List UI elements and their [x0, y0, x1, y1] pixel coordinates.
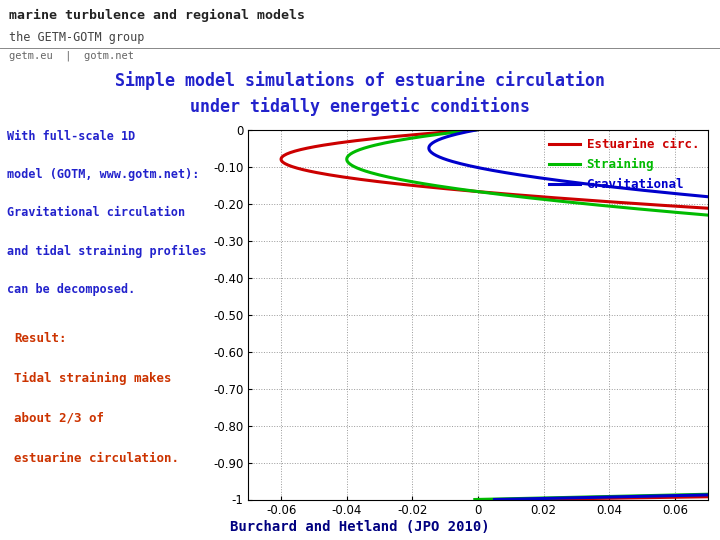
Text: and tidal straining profiles: and tidal straining profiles — [7, 245, 207, 258]
Text: Result:: Result: — [14, 332, 66, 345]
Text: Gravitational circulation: Gravitational circulation — [7, 206, 185, 219]
Text: With full-scale 1D: With full-scale 1D — [7, 130, 135, 143]
Text: about 2/3 of: about 2/3 of — [14, 412, 104, 425]
Text: Burchard and Hetland (JPO 2010): Burchard and Hetland (JPO 2010) — [230, 520, 490, 534]
Text: model (GOTM, www.gotm.net):: model (GOTM, www.gotm.net): — [7, 168, 199, 181]
Text: Tidal straining makes: Tidal straining makes — [14, 372, 171, 385]
Text: estuarine circulation.: estuarine circulation. — [14, 452, 179, 465]
Text: the GETM-GOTM group: the GETM-GOTM group — [9, 31, 144, 44]
Text: marine turbulence and regional models: marine turbulence and regional models — [9, 9, 305, 22]
Legend: Estuarine circ., Straining, Gravitational: Estuarine circ., Straining, Gravitationa… — [544, 133, 704, 196]
Text: getm.eu  |  gotm.net: getm.eu | gotm.net — [9, 51, 134, 62]
Text: can be decomposed.: can be decomposed. — [7, 282, 135, 295]
Text: Simple model simulations of estuarine circulation: Simple model simulations of estuarine ci… — [115, 71, 605, 90]
Text: under tidally energetic conditions: under tidally energetic conditions — [190, 97, 530, 116]
